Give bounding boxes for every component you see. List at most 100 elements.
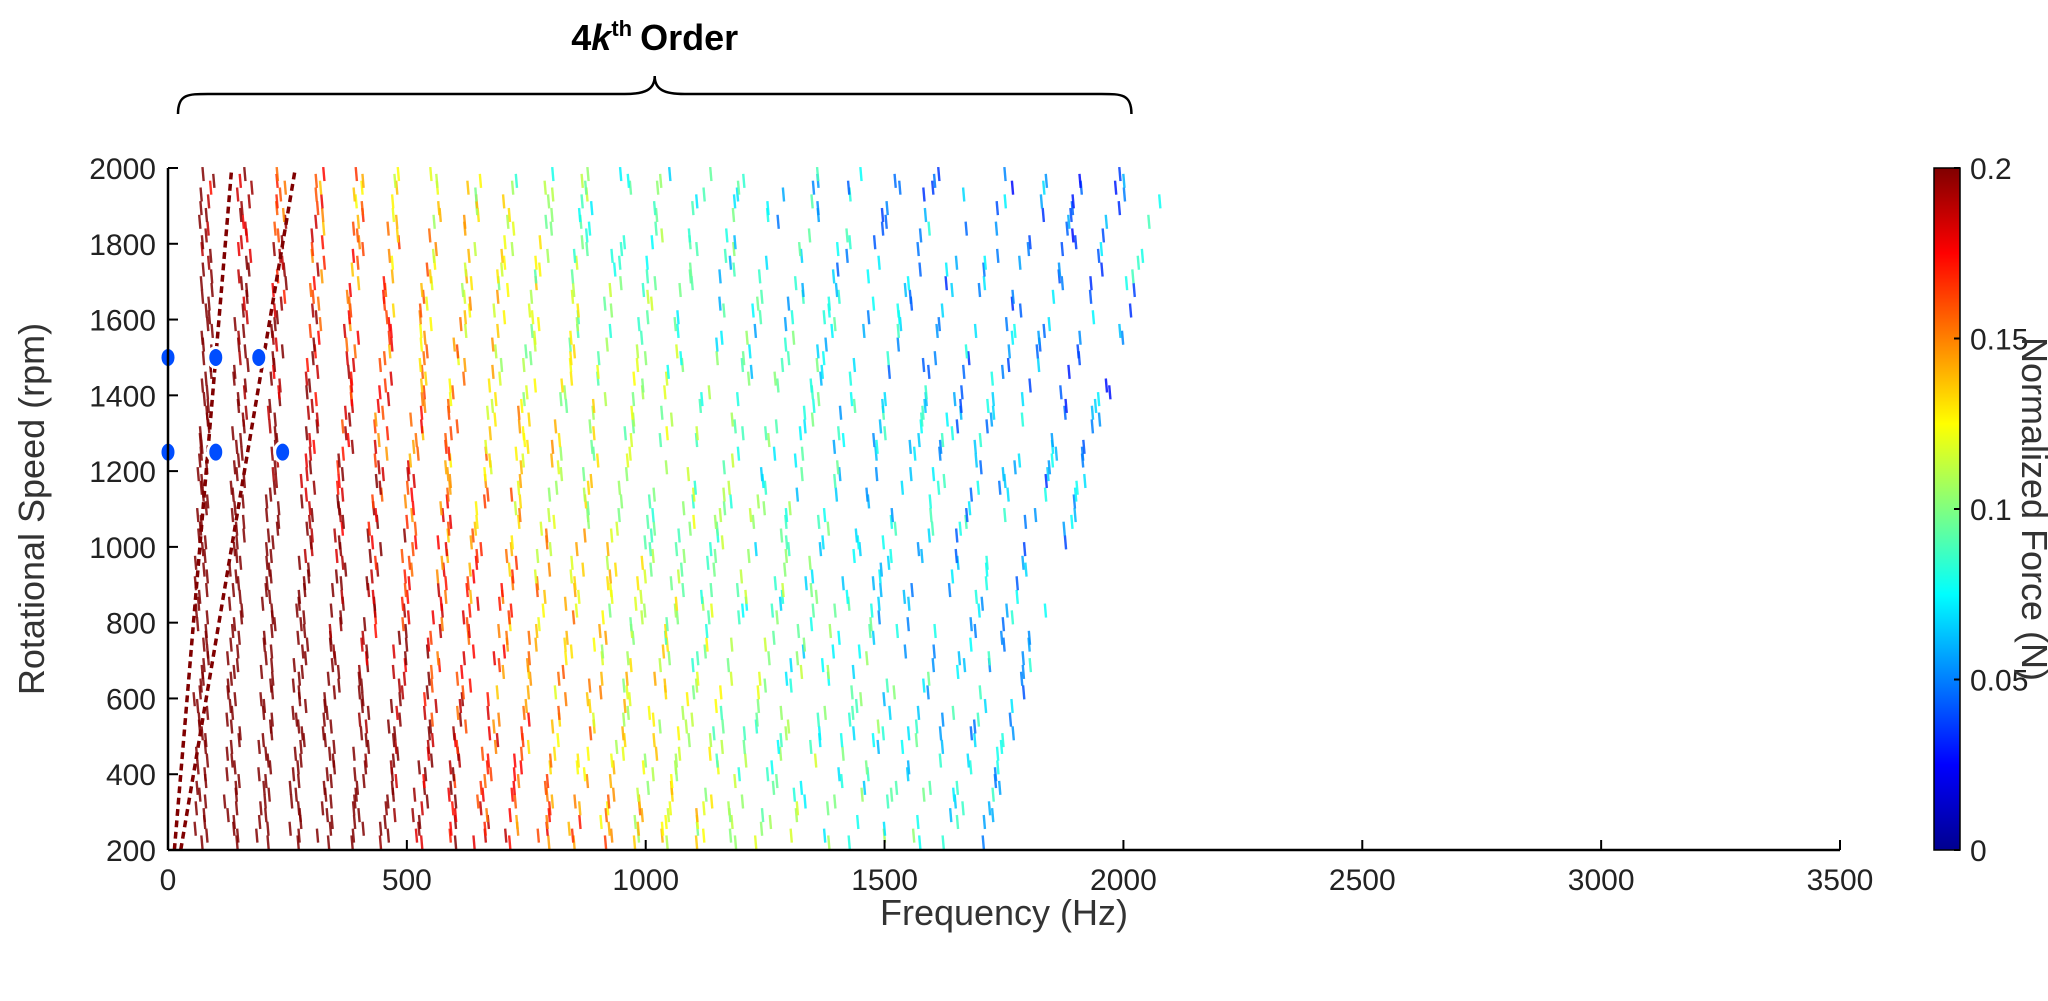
heatmap-streak [503, 235, 507, 250]
heatmap-streak [608, 569, 613, 584]
heatmap-streak [296, 773, 301, 789]
heatmap-streak [653, 671, 657, 686]
heatmap-streak [881, 398, 885, 414]
heatmap-streak [742, 739, 747, 755]
heatmap-streak [426, 739, 431, 755]
heatmap-streak [308, 460, 313, 475]
heatmap-streak [575, 760, 580, 775]
heatmap-streak [718, 507, 723, 523]
heatmap-streak [237, 630, 241, 645]
heatmap-streak [292, 657, 297, 673]
heatmap-streak [707, 385, 712, 400]
heatmap-streak [510, 180, 515, 195]
heatmap-streak [1050, 432, 1055, 448]
heatmap-streak [797, 241, 802, 257]
heatmap-streak [269, 678, 273, 693]
heatmap-streak [1076, 344, 1080, 359]
heatmap-streak [270, 657, 274, 673]
heatmap-streak [991, 405, 996, 420]
heatmap-streak [664, 371, 669, 386]
heatmap-streak [744, 589, 748, 605]
heatmap-streak [476, 596, 480, 611]
heatmap-streak [392, 644, 396, 659]
heatmap-streak [264, 542, 269, 557]
order-line-8 [194, 751, 199, 760]
heatmap-streak [1001, 733, 1005, 748]
heatmap-streak [233, 692, 238, 707]
heatmap-streak [315, 412, 320, 427]
heatmap-streak [465, 582, 469, 598]
heatmap-streak [668, 801, 673, 816]
heatmap-streak [733, 835, 738, 850]
heatmap-streak [279, 296, 284, 311]
heatmap-streak [196, 760, 200, 775]
heatmap-streak [437, 201, 441, 216]
heatmap-streak [969, 726, 974, 741]
heatmap-streak [311, 351, 315, 366]
heatmap-streak [203, 767, 207, 782]
x-tick-label: 3500 [1807, 864, 1874, 897]
heatmap-streak [856, 535, 861, 550]
heatmap-streak [997, 480, 1002, 495]
x-ticks: 0 500 1000 1500 2000 2500 3000 3500 [160, 840, 1874, 897]
heatmap-streak [439, 596, 444, 611]
heatmap-streak [827, 296, 832, 311]
heatmap-streak [265, 576, 269, 591]
heatmap-streak [490, 398, 495, 414]
heatmap-streak [318, 316, 323, 332]
heatmap-streak [547, 487, 552, 502]
heatmap-streak [864, 760, 869, 775]
heatmap-streak [296, 801, 301, 816]
heatmap-streak [512, 753, 517, 768]
heatmap-marks [192, 166, 1162, 850]
heatmap-streak [852, 398, 857, 414]
heatmap-streak [795, 487, 800, 502]
heatmap-streak [879, 582, 883, 598]
heatmap-streak [931, 657, 936, 673]
heatmap-streak [296, 835, 300, 850]
heatmap-streak [1000, 364, 1005, 379]
heatmap-streak [305, 521, 309, 536]
heatmap-streak [435, 569, 440, 584]
heatmap-streak [430, 733, 435, 748]
heatmap-streak [885, 678, 890, 693]
heatmap-streak [665, 617, 669, 632]
heatmap-streak [961, 801, 965, 816]
heatmap-streak [765, 767, 770, 782]
heatmap-streak [1036, 357, 1041, 373]
heatmap-streak [695, 194, 699, 209]
heatmap-streak [622, 235, 627, 250]
heatmap-streak [987, 651, 992, 666]
heatmap-streak [1020, 392, 1025, 407]
heatmap-streak [455, 705, 460, 720]
heatmap-streak [917, 835, 922, 850]
heatmap-streak [373, 623, 378, 639]
heatmap-streak [204, 303, 209, 318]
heatmap-streak [1060, 241, 1065, 257]
heatmap-streak [691, 685, 696, 700]
heatmap-streak [342, 323, 347, 339]
heatmap-streak [291, 705, 295, 720]
heatmap-streak [229, 719, 234, 734]
heatmap-streak [821, 351, 826, 366]
heatmap-streak [528, 351, 533, 366]
order-line-8 [219, 604, 224, 612]
heatmap-streak [229, 637, 233, 652]
heatmap-streak [193, 821, 197, 836]
heatmap-streak [238, 173, 243, 188]
heatmap-streak [1017, 453, 1022, 468]
heatmap-streak [776, 739, 781, 755]
heatmap-streak [618, 166, 623, 182]
heatmap-streak [323, 692, 327, 707]
heatmap-streak [1003, 194, 1008, 209]
heatmap-streak [600, 671, 604, 686]
order-line-4 [177, 786, 182, 794]
heatmap-streak [383, 814, 387, 830]
heatmap-streak [663, 623, 668, 639]
heatmap-streak [611, 760, 616, 775]
heatmap-streak [876, 719, 881, 734]
heatmap-streak [1003, 166, 1007, 182]
y-tick-label: 1000 [89, 532, 156, 565]
heatmap-streak [966, 753, 971, 768]
heatmap-streak [1054, 446, 1059, 461]
